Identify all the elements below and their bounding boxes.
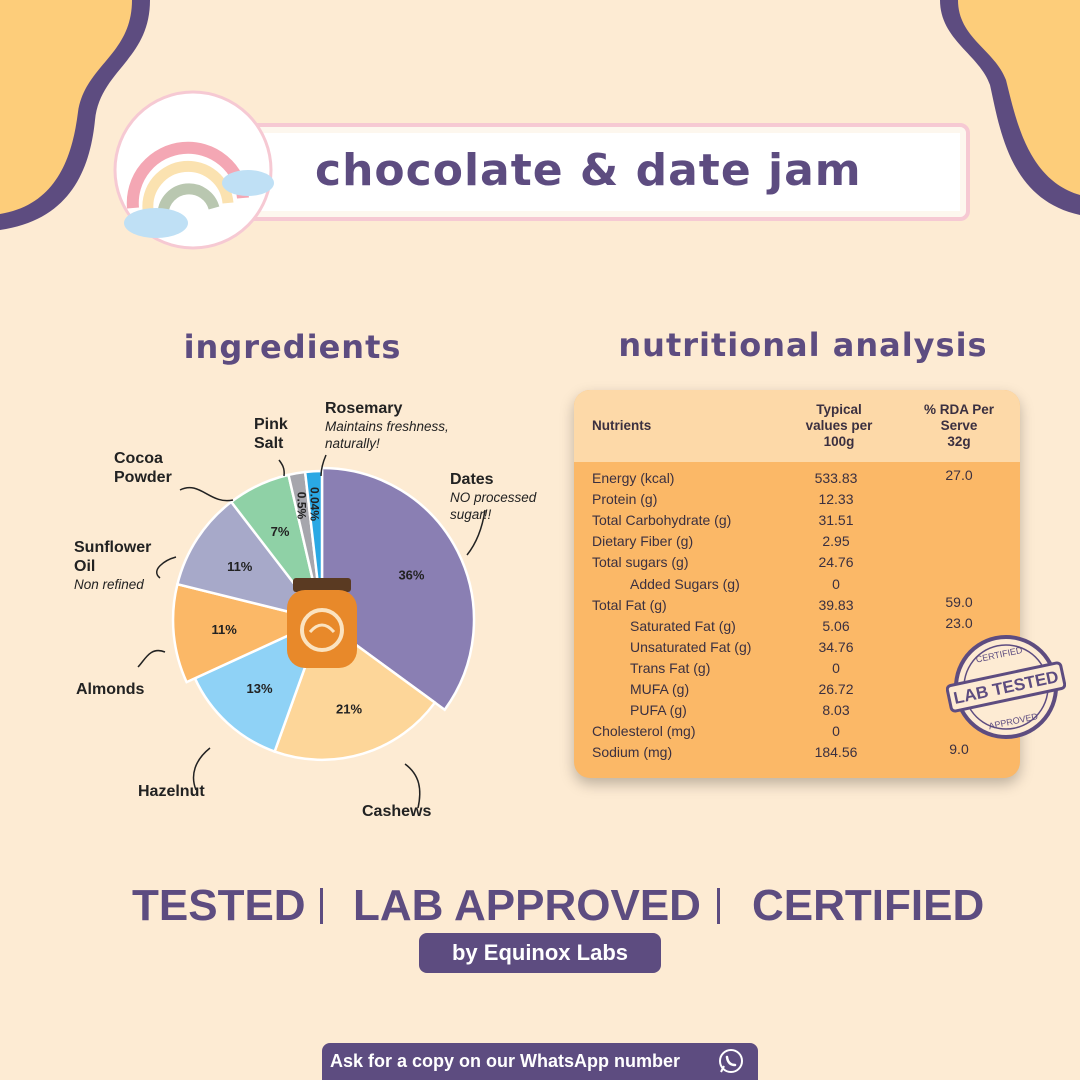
title-banner xyxy=(205,123,970,221)
nutrient-name: Cholesterol (mg) xyxy=(592,723,696,740)
nutrient-value: 26.72 xyxy=(818,681,854,697)
label-rosemary: Rosemary Maintains freshness, naturally! xyxy=(325,400,449,451)
leader-lines xyxy=(137,454,486,809)
table-row: Protein (g) 12.33 xyxy=(574,489,1020,510)
pie-value-label: 7% xyxy=(271,524,290,539)
claim-lab-approved: LAB APPROVED xyxy=(353,881,701,930)
table-row: Energy (kcal) 533.83 27.0 xyxy=(574,467,1020,489)
lab-tested-stamp: CERTIFIED LAB TESTED APPROVED xyxy=(946,635,1066,739)
rainbow-icon xyxy=(113,90,274,250)
nutrient-value: 5.06 xyxy=(822,617,850,634)
pie-value-label: 0.04% xyxy=(307,487,321,521)
nutrient-value: 8.03 xyxy=(822,702,850,719)
nutrient-name: Sodium (mg) xyxy=(592,744,673,761)
label-sunflower-oil: Sunflower Oil Non refined xyxy=(74,539,152,592)
nutrient-name: Energy (kcal) xyxy=(592,470,675,486)
nutrient-value: 12.33 xyxy=(818,491,854,508)
corner-blob-right xyxy=(940,0,1080,215)
pie-value-label: 36% xyxy=(398,568,424,583)
table-row: PUFA (g) 8.03 xyxy=(574,700,1020,721)
header-rda: % RDA Per Serve 32g xyxy=(923,402,995,449)
label-hazelnut: Hazelnut xyxy=(138,783,205,800)
nutrient-value: 2.95 xyxy=(822,533,850,550)
header-nutrients: Nutrients xyxy=(592,418,652,433)
nutrient-name: Added Sugars (g) xyxy=(630,575,740,592)
nutrient-name: Total Fat (g) xyxy=(592,596,667,613)
pie-slice-dates xyxy=(320,466,476,712)
nutrient-name: Saturated Fat (g) xyxy=(630,617,736,634)
table-row: Trans Fat (g) 0 xyxy=(574,658,1020,679)
pie-value-label: 13% xyxy=(247,681,273,696)
pie-value-label: 0.5% xyxy=(294,492,308,520)
jam-jar-icon xyxy=(287,578,357,668)
nutrient-value: 0 xyxy=(832,659,840,676)
by-line-badge: by Equinox Labs xyxy=(419,933,661,973)
table-row: Cholesterol (mg) 0 xyxy=(574,721,1020,742)
label-cashews: Cashews xyxy=(362,803,432,820)
label-cocoa-powder: Cocoa Powder xyxy=(114,450,172,486)
table-row: Total sugars (g) 24.76 xyxy=(574,552,1020,573)
table-row: Added Sugars (g) 0 xyxy=(574,574,1020,595)
claim-certified: CERTIFIED xyxy=(752,881,985,930)
nutrient-name: Total Carbohydrate (g) xyxy=(592,512,732,529)
whatsapp-cta-label: Ask for a copy on our WhatsApp number xyxy=(330,1051,681,1071)
whatsapp-icon xyxy=(719,1049,743,1073)
nutrient-name: MUFA (g) xyxy=(630,681,690,697)
corner-blob-left xyxy=(0,0,150,230)
nutrition-title: nutritional analysis xyxy=(618,326,988,364)
claim-tested: TESTED xyxy=(132,881,306,930)
table-row: Total Carbohydrate (g) 31.51 xyxy=(574,510,1020,531)
page-title: chocolate & date jam xyxy=(315,145,862,196)
pie-value-label: 21% xyxy=(336,701,362,716)
nutrient-name: Total sugars (g) xyxy=(592,554,689,571)
table-row: MUFA (g) 26.72 xyxy=(574,679,1020,700)
ingredients-title: ingredients xyxy=(183,328,402,366)
nutrient-value: 0 xyxy=(832,575,840,592)
table-row: Dietary Fiber (g) 2.95 xyxy=(574,531,1020,552)
nutrient-value: 31.51 xyxy=(818,512,854,529)
nutrient-name: Trans Fat (g) xyxy=(630,659,711,676)
nutrient-value: 184.56 xyxy=(814,744,858,761)
nutrition-table: Nutrients Typical values per 100g % RDA … xyxy=(574,390,1020,778)
nutrient-rda: 59.0 xyxy=(945,593,973,610)
pie-value-label: 11% xyxy=(211,622,237,637)
nutrient-value: 24.76 xyxy=(818,554,854,571)
table-row: Sodium (mg) 184.56 9.0 xyxy=(574,741,1020,763)
table-row: Saturated Fat (g) 5.06 23.0 xyxy=(574,614,1020,637)
nutrient-name: Dietary Fiber (g) xyxy=(592,533,694,550)
ingredients-pie-chart: 36% 21% 13% 11% 11% 7% 0.5% 0.04% xyxy=(137,454,486,809)
nutrient-value: 533.83 xyxy=(814,470,858,486)
pie-value-labels: 36% 21% 13% 11% 11% 7% 0.5% 0.04% xyxy=(211,487,424,716)
table-header xyxy=(574,390,1020,462)
header-typical-values: Typical values per 100g xyxy=(805,402,873,449)
whatsapp-cta[interactable]: Ask for a copy on our WhatsApp number xyxy=(322,1043,758,1080)
nutrient-rda: 23.0 xyxy=(945,614,973,631)
nutrient-value: 34.76 xyxy=(818,638,854,655)
table-row: Total Fat (g) 39.83 59.0 xyxy=(574,593,1020,616)
table-row: Unsaturated Fat (g) 34.76 xyxy=(574,637,1020,658)
pie-slice-almonds xyxy=(171,582,326,684)
nutrient-name: Protein (g) xyxy=(592,491,658,508)
label-pink-salt: Pink Salt xyxy=(254,416,288,452)
nutrient-name: Unsaturated Fat (g) xyxy=(630,638,752,655)
nutrient-rda: 27.0 xyxy=(945,467,973,483)
pie-value-label: 11% xyxy=(227,559,253,574)
divider xyxy=(717,888,720,924)
label-almonds: Almonds xyxy=(76,681,145,698)
nutrient-rda: 9.0 xyxy=(949,741,969,758)
label-dates: Dates NO processed sugar!! xyxy=(450,471,537,522)
nutrient-value: 39.83 xyxy=(818,596,854,613)
nutrient-value: 0 xyxy=(832,723,840,740)
divider xyxy=(320,888,323,924)
pie-slice-sunflower-oil xyxy=(175,500,326,623)
nutrient-name: PUFA (g) xyxy=(630,702,687,719)
